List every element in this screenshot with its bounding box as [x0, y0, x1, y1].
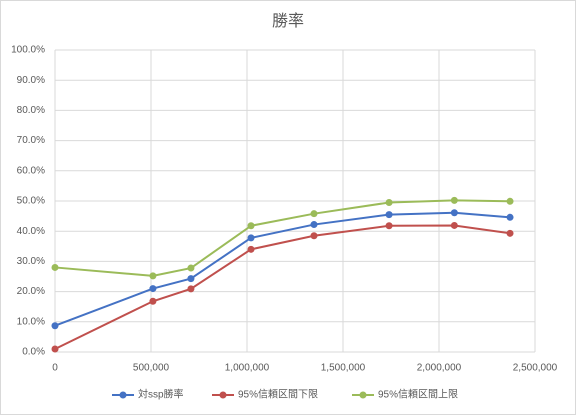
y-tick-label: 80.0%	[17, 105, 45, 116]
y-tick-label: 20.0%	[17, 286, 45, 297]
legend-item: 95%信頼区間下限	[212, 389, 318, 401]
data-point	[506, 229, 514, 237]
data-point	[51, 322, 59, 330]
data-point	[310, 232, 318, 240]
chart-title: 勝率	[272, 12, 304, 30]
x-tick-label: 500,000	[133, 363, 170, 374]
legend-label: 対ssp勝率	[138, 388, 184, 401]
data-point	[450, 221, 458, 229]
x-tick-label: 2,000,000	[417, 363, 462, 374]
data-point	[247, 222, 255, 230]
data-point	[51, 345, 59, 353]
data-point	[247, 245, 255, 253]
y-tick-label: 60.0%	[17, 165, 45, 176]
y-tick-label: 0.0%	[22, 347, 45, 358]
y-tick-label: 50.0%	[17, 196, 45, 207]
data-point	[149, 272, 157, 280]
x-tick-label: 2,500,000	[513, 363, 558, 374]
legend-marker	[219, 391, 227, 399]
data-point	[51, 263, 59, 271]
legend-label: 95%信頼区間上限	[378, 389, 458, 401]
y-tick-label: 40.0%	[17, 226, 45, 237]
data-point	[310, 221, 318, 229]
data-point	[187, 275, 195, 283]
data-point	[310, 210, 318, 218]
y-tick-label: 100.0%	[11, 45, 45, 56]
data-point	[149, 297, 157, 305]
series-line	[54, 224, 511, 350]
x-tick-label: 0	[52, 363, 58, 374]
legend-item: 対ssp勝率	[112, 388, 184, 401]
y-tick-label: 90.0%	[17, 75, 45, 86]
y-tick-label: 30.0%	[17, 256, 45, 267]
legend-marker	[359, 391, 367, 399]
legend-label: 95%信頼区間下限	[238, 389, 318, 401]
legend-marker	[119, 391, 127, 399]
x-tick-label: 1,500,000	[321, 363, 366, 374]
data-point	[506, 213, 514, 221]
data-point	[450, 196, 458, 204]
data-point	[187, 285, 195, 293]
y-tick-label: 10.0%	[17, 316, 45, 327]
data-point	[506, 197, 514, 205]
data-point	[187, 264, 195, 272]
data-point	[385, 222, 393, 230]
series-line	[54, 211, 511, 327]
series-line	[54, 199, 511, 277]
data-point	[247, 234, 255, 242]
x-tick-label: 1,000,000	[225, 363, 270, 374]
data-point	[385, 199, 393, 207]
legend-item: 95%信頼区間上限	[352, 389, 458, 401]
data-point	[149, 285, 157, 293]
y-tick-label: 70.0%	[17, 135, 45, 146]
data-point	[385, 211, 393, 219]
data-point	[450, 209, 458, 217]
